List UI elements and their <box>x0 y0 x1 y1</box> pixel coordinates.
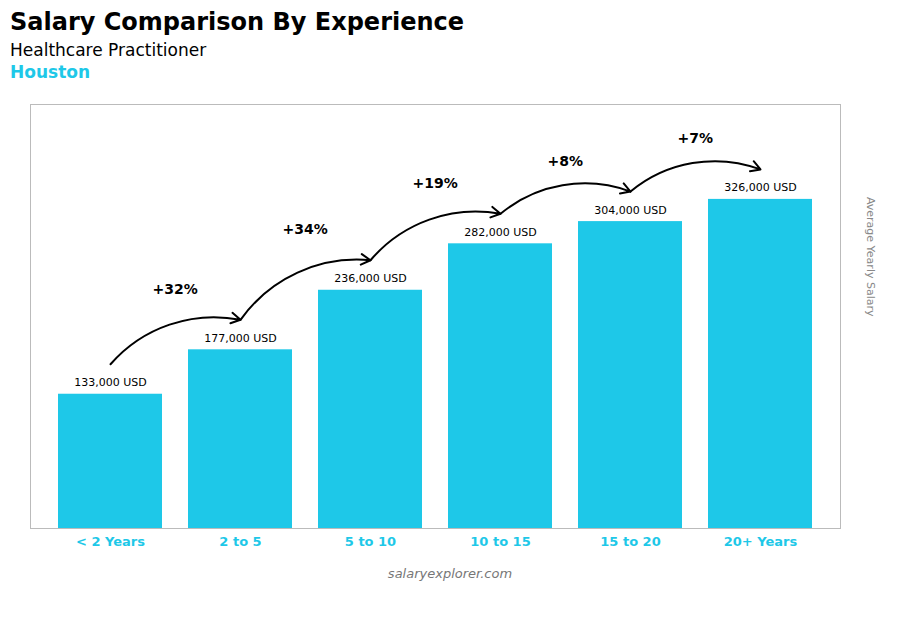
svg-text:2 to 5: 2 to 5 <box>219 534 261 549</box>
svg-text:326,000 USD: 326,000 USD <box>724 181 797 194</box>
svg-text:Average Yearly Salary: Average Yearly Salary <box>864 197 877 317</box>
svg-text:236,000 USD: 236,000 USD <box>334 272 407 285</box>
svg-text:10 to 15: 10 to 15 <box>470 534 530 549</box>
svg-text:5 to 10: 5 to 10 <box>345 534 396 549</box>
html-text:Healthcare Practitioner: Healthcare Practitioner <box>10 40 207 60</box>
svg-text:+19%: +19% <box>413 175 458 191</box>
svg-text:+8%: +8% <box>547 153 583 169</box>
svg-text:282,000 USD: 282,000 USD <box>464 226 537 239</box>
svg-text:+32%: +32% <box>153 281 198 297</box>
svg-text:177,000 USD: 177,000 USD <box>204 332 277 345</box>
html-text:salaryexplorer.com: salaryexplorer.com <box>387 566 513 581</box>
svg-text:133,000 USD: 133,000 USD <box>74 376 147 389</box>
svg-text:15 to 20: 15 to 20 <box>600 534 660 549</box>
html-text:Houston: Houston <box>10 62 90 82</box>
svg-text:+7%: +7% <box>677 130 713 146</box>
svg-text:+34%: +34% <box>283 221 328 237</box>
svg-text:< 2 Years: < 2 Years <box>76 534 145 549</box>
svg-text:304,000 USD: 304,000 USD <box>594 204 667 217</box>
svg-text:20+ Years: 20+ Years <box>724 534 798 549</box>
html-text:Salary Comparison By Experienc: Salary Comparison By Experience <box>10 8 465 36</box>
